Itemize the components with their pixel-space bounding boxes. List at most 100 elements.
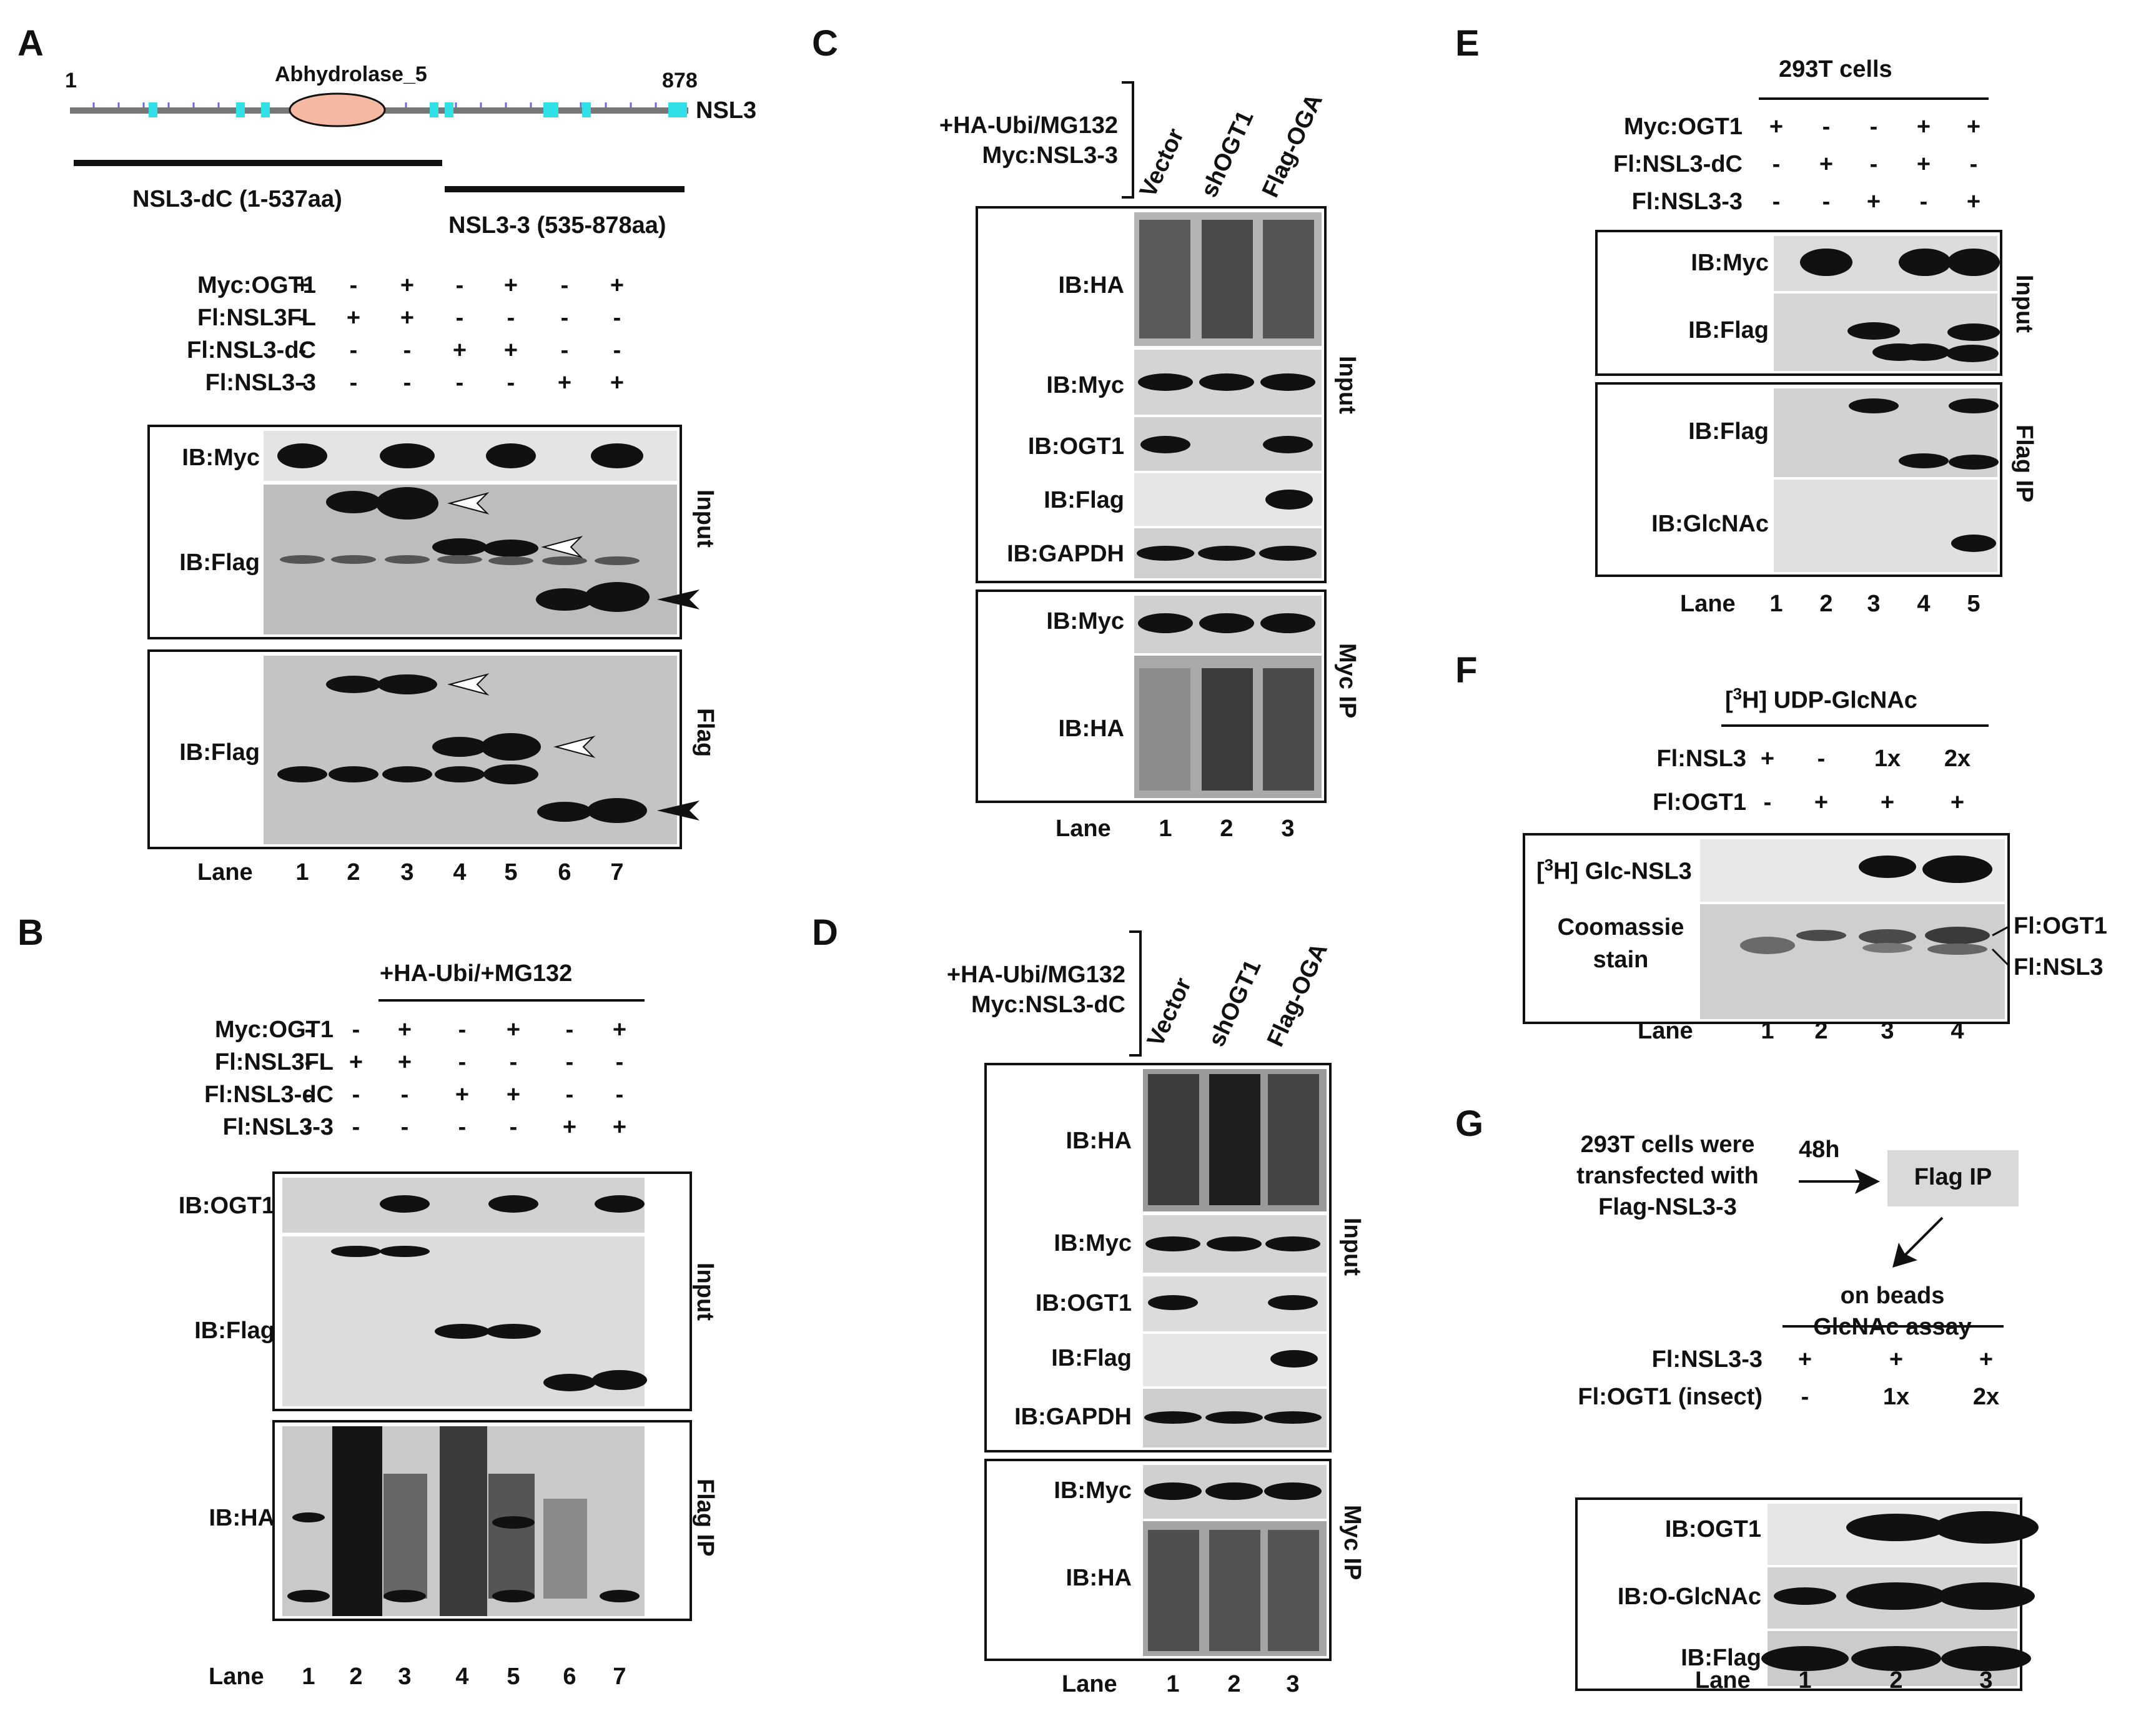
c-lane-2: 3 bbox=[1281, 816, 1295, 842]
b-sign-0-2: + bbox=[397, 1017, 412, 1043]
f-sign-1-0: - bbox=[1763, 789, 1772, 816]
e-sign-2-3: - bbox=[1919, 189, 1928, 215]
f-sign-1-2: + bbox=[1880, 789, 1895, 816]
b-label-ib-flag: IB:Flag bbox=[194, 1318, 275, 1344]
b-sign-1-2: + bbox=[397, 1049, 412, 1075]
a-label-ib-flag-input: IB:Flag bbox=[179, 550, 260, 576]
a-lane-4: 5 bbox=[504, 859, 518, 885]
a-row-label-1: Fl:NSL3FL bbox=[197, 305, 316, 331]
e-row-label-0: Myc:OGT1 bbox=[1623, 114, 1743, 140]
a-input-arrow-3 bbox=[657, 589, 700, 609]
a-sign-1-0: - bbox=[298, 305, 307, 331]
a-side-input: Input bbox=[692, 490, 718, 548]
g-sign-0-2: + bbox=[1979, 1346, 1994, 1373]
f-glc-sup: 3 bbox=[1544, 856, 1554, 874]
a-lane-2: 3 bbox=[400, 859, 414, 885]
e-row-label-1: Fl:NSL3-dC bbox=[1613, 151, 1743, 177]
b-sign-2-0: - bbox=[304, 1082, 313, 1108]
d-side-input: Input bbox=[1339, 1218, 1365, 1276]
b-label-ib-ha: IB:HA bbox=[209, 1505, 275, 1531]
panel-label-f: F bbox=[1455, 650, 1478, 691]
c-ip-frame bbox=[976, 589, 1327, 803]
abhydrolase-domain bbox=[289, 92, 386, 127]
a-arrowheads bbox=[447, 492, 700, 821]
c-lane-0: 1 bbox=[1159, 816, 1172, 842]
b-sign-2-5: - bbox=[565, 1082, 574, 1108]
f-sign-0-1: - bbox=[1817, 746, 1826, 772]
b-lane-4: 5 bbox=[507, 1664, 520, 1690]
a-row-label-0: Myc:OGT1 bbox=[197, 272, 316, 298]
a-domain-name: Abhydrolase_5 bbox=[275, 62, 427, 86]
e-sign-0-4: + bbox=[1966, 114, 1981, 140]
g-text-3: Flag-NSL3-3 bbox=[1598, 1194, 1737, 1220]
f-lane-label: Lane bbox=[1638, 1018, 1693, 1044]
b-ogt1-membrane bbox=[282, 1178, 645, 1233]
c-ib-4: IB:GAPDH bbox=[1007, 541, 1124, 567]
b-row-label-0: Myc:OGT1 bbox=[214, 1017, 334, 1043]
f-coomassie-gel bbox=[1700, 904, 2005, 1019]
g-label-ib-flag: IB:Flag bbox=[1681, 1645, 1761, 1671]
e-lane-3: 4 bbox=[1917, 591, 1931, 617]
e-label-ib-flag-ip: IB:Flag bbox=[1688, 418, 1769, 445]
e-lane-4: 5 bbox=[1967, 591, 1980, 617]
d-ib-3: IB:Flag bbox=[1051, 1345, 1132, 1371]
e-lane-label: Lane bbox=[1680, 591, 1736, 617]
b-side-input: Input bbox=[692, 1263, 718, 1321]
c-side-ip: Myc IP bbox=[1334, 643, 1360, 719]
d-ib-0: IB:HA bbox=[1066, 1128, 1132, 1154]
a-sign-0-4: + bbox=[503, 272, 518, 298]
a-protein-name: NSL3 bbox=[696, 97, 757, 124]
panel-label-e: E bbox=[1455, 23, 1480, 64]
g-lane-2: 3 bbox=[1979, 1667, 1993, 1694]
g-arrowhead-right bbox=[1855, 1169, 1880, 1194]
b-sign-1-5: - bbox=[565, 1049, 574, 1075]
g-arrowhead-down bbox=[1892, 1243, 1917, 1268]
e-sign-0-2: - bbox=[1869, 114, 1878, 140]
g-text-2: transfected with bbox=[1576, 1163, 1759, 1189]
panel-label-c: C bbox=[812, 23, 838, 64]
b-lane-0: 1 bbox=[302, 1664, 315, 1690]
g-lane-0: 1 bbox=[1798, 1667, 1812, 1694]
c-treatment-2: Myc:NSL3-3 bbox=[982, 142, 1119, 169]
g-sign-1-2: 2x bbox=[1972, 1384, 2000, 1410]
a-sign-0-1: - bbox=[349, 272, 358, 298]
g-sign-0-1: + bbox=[1889, 1346, 1904, 1373]
f-sign-0-0: + bbox=[1760, 746, 1775, 772]
d-lane-label: Lane bbox=[1062, 1671, 1117, 1697]
a-sign-0-2: + bbox=[400, 272, 415, 298]
panel-label-a: A bbox=[17, 23, 44, 64]
f-band-nsl3: Fl:NSL3 bbox=[2014, 954, 2104, 980]
c-input-frame bbox=[976, 206, 1327, 583]
c-bracket bbox=[1122, 81, 1134, 199]
b-sign-0-4: + bbox=[506, 1017, 521, 1043]
e-sign-0-1: - bbox=[1822, 114, 1831, 140]
b-sign-1-1: + bbox=[349, 1049, 363, 1075]
a-sign-1-4: - bbox=[507, 305, 515, 331]
a-row-label-2: Fl:NSL3-dC bbox=[187, 337, 316, 363]
g-assay-2: GlcNAc assay bbox=[1813, 1314, 1972, 1340]
c-ip-ib-0: IB:Myc bbox=[1046, 608, 1124, 634]
f-substrate-sup: 3 bbox=[1733, 684, 1743, 703]
c-ib-3: IB:Flag bbox=[1044, 487, 1124, 513]
b-sign-2-6: - bbox=[615, 1082, 624, 1108]
nsl3-3-fragment-bar bbox=[445, 186, 685, 192]
a-sign-2-2: - bbox=[403, 337, 412, 363]
d-side-ip: Myc IP bbox=[1339, 1505, 1365, 1580]
e-glcnac-membrane bbox=[1774, 480, 1997, 572]
b-sign-2-3: + bbox=[455, 1082, 470, 1108]
b-sign-0-0: - bbox=[304, 1017, 313, 1043]
f-frame bbox=[1523, 833, 2010, 1024]
g-lane-1: 2 bbox=[1889, 1667, 1903, 1694]
a-ip-arrow-1 bbox=[447, 673, 490, 696]
e-cells: 293T cells bbox=[1779, 56, 1892, 82]
b-lane-6: 7 bbox=[613, 1664, 626, 1690]
e-sign-2-0: - bbox=[1772, 189, 1781, 215]
d-treatment-1: +HA-Ubi/MG132 bbox=[946, 962, 1125, 988]
a-lane-6: 7 bbox=[610, 859, 624, 885]
b-sign-1-0: - bbox=[304, 1049, 313, 1075]
d-bracket bbox=[1129, 930, 1142, 1057]
a-lane-3: 4 bbox=[453, 859, 467, 885]
a-label-ib-myc: IB:Myc bbox=[182, 445, 260, 471]
a-sign-1-3: - bbox=[455, 305, 464, 331]
b-sign-1-6: - bbox=[615, 1049, 624, 1075]
